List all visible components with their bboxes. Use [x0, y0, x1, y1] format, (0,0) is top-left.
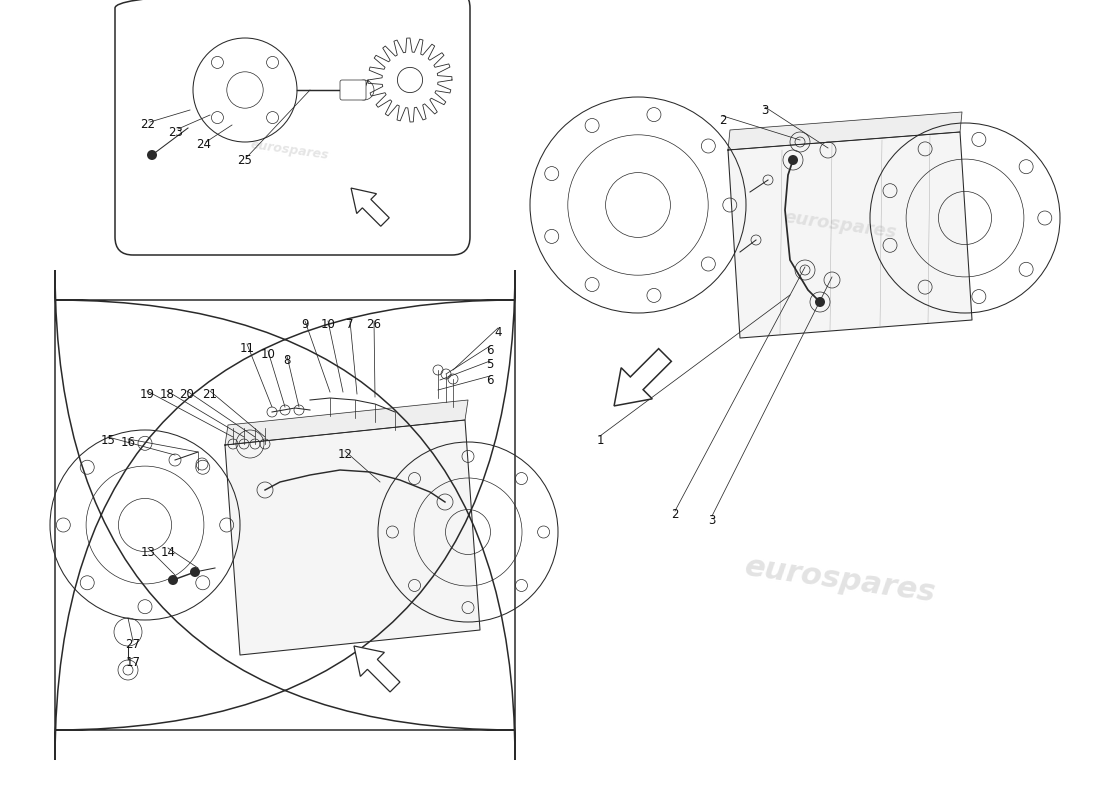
Text: 12: 12	[338, 449, 352, 462]
Text: 15: 15	[100, 434, 116, 446]
Text: 6: 6	[486, 374, 494, 386]
Text: 4: 4	[494, 326, 502, 338]
Text: 7: 7	[346, 318, 354, 331]
Text: 24: 24	[197, 138, 211, 151]
Text: 10: 10	[320, 318, 336, 331]
Polygon shape	[226, 400, 468, 445]
Text: 14: 14	[161, 546, 176, 558]
Text: 13: 13	[141, 546, 155, 558]
Text: 8: 8	[284, 354, 290, 366]
Text: 20: 20	[179, 389, 195, 402]
Text: 2: 2	[671, 509, 679, 522]
Circle shape	[168, 575, 178, 585]
Text: 5: 5	[486, 358, 494, 371]
Text: 25: 25	[238, 154, 252, 166]
Text: eurospares: eurospares	[241, 526, 339, 554]
Polygon shape	[728, 132, 972, 338]
Polygon shape	[614, 349, 671, 406]
Text: eurospares: eurospares	[782, 208, 898, 242]
Circle shape	[788, 155, 798, 165]
Text: eurospares: eurospares	[250, 138, 330, 162]
Circle shape	[118, 660, 138, 680]
Text: 21: 21	[202, 389, 218, 402]
Text: 2: 2	[719, 114, 727, 126]
Text: 11: 11	[240, 342, 254, 354]
Text: 6: 6	[486, 343, 494, 357]
Circle shape	[190, 567, 200, 577]
Text: 22: 22	[141, 118, 155, 131]
Polygon shape	[351, 188, 389, 226]
Text: 10: 10	[261, 349, 275, 362]
FancyBboxPatch shape	[340, 80, 366, 100]
Polygon shape	[728, 112, 962, 150]
Text: 1: 1	[596, 434, 604, 446]
Text: 16: 16	[121, 437, 135, 450]
Text: 23: 23	[168, 126, 184, 138]
Text: 19: 19	[140, 389, 154, 402]
Text: 3: 3	[708, 514, 716, 526]
Text: 17: 17	[125, 655, 141, 669]
Text: 18: 18	[160, 389, 175, 402]
Polygon shape	[354, 646, 400, 692]
Circle shape	[815, 297, 825, 307]
Polygon shape	[226, 420, 480, 655]
Text: eurospares: eurospares	[742, 552, 937, 608]
Circle shape	[147, 150, 157, 160]
Text: 3: 3	[761, 103, 769, 117]
Text: 27: 27	[125, 638, 141, 651]
Text: 26: 26	[366, 318, 382, 331]
Text: 9: 9	[301, 318, 309, 331]
